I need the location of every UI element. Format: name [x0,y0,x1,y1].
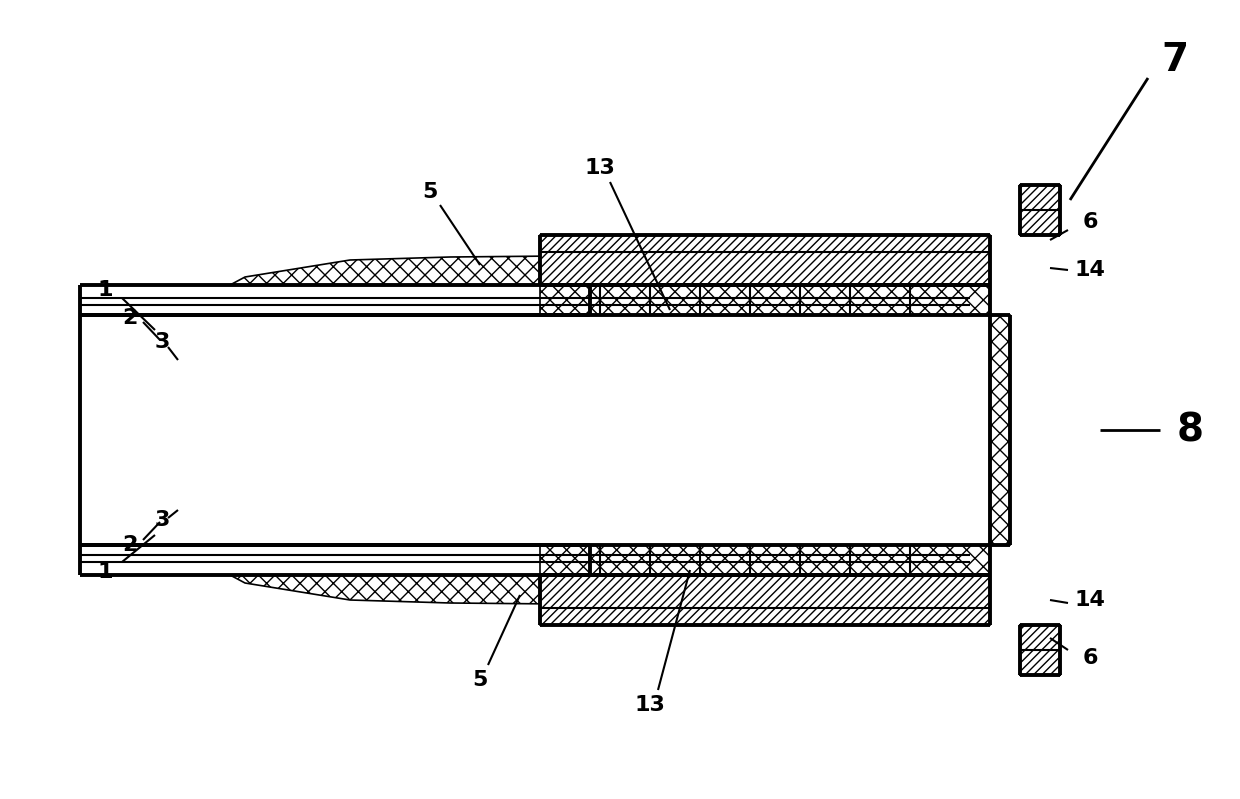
Text: 1: 1 [97,562,113,582]
Polygon shape [1021,185,1060,235]
Text: 3: 3 [154,510,170,530]
Polygon shape [539,575,990,625]
Text: 2: 2 [123,308,138,328]
Polygon shape [990,315,1011,545]
Text: 14: 14 [1075,590,1105,610]
Text: 6: 6 [1083,212,1097,232]
Text: 1: 1 [97,280,113,300]
Text: 7: 7 [1162,41,1189,79]
Text: 2: 2 [123,535,138,555]
Polygon shape [539,235,990,285]
Text: 13: 13 [635,695,666,715]
Text: 5: 5 [472,670,487,690]
Text: 14: 14 [1075,260,1105,280]
Text: 3: 3 [154,332,170,352]
Polygon shape [539,545,990,575]
Polygon shape [539,285,990,315]
Text: 5: 5 [423,182,438,202]
Polygon shape [229,252,990,285]
Polygon shape [229,575,990,608]
Text: 6: 6 [1083,648,1097,668]
Text: 8: 8 [1177,411,1204,449]
Polygon shape [1021,625,1060,675]
Text: 13: 13 [584,158,615,178]
